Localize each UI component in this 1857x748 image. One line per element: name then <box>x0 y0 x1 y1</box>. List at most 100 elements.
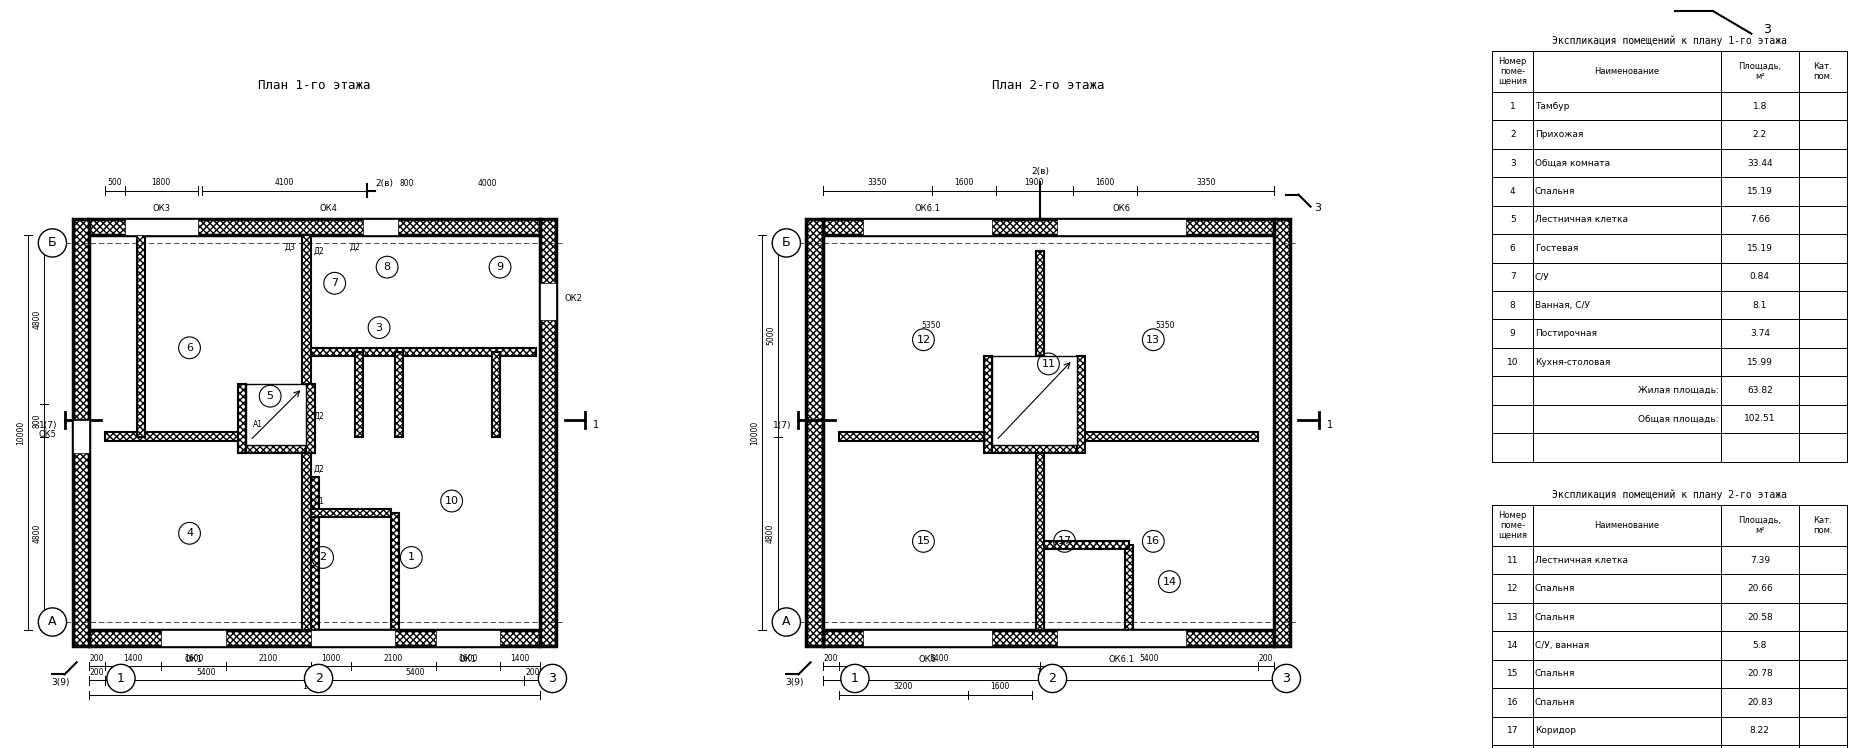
Text: 3: 3 <box>375 322 383 333</box>
Text: 1000: 1000 <box>321 654 340 663</box>
Text: 1.8: 1.8 <box>1751 102 1766 111</box>
Bar <box>1720 263 1798 291</box>
Bar <box>303 235 310 432</box>
Circle shape <box>305 664 332 693</box>
Bar <box>1720 603 1798 631</box>
Bar <box>1720 688 1798 717</box>
Text: 1: 1 <box>1326 420 1331 430</box>
Bar <box>310 348 537 356</box>
Text: Спальня: Спальня <box>1534 698 1575 707</box>
Text: 20.66: 20.66 <box>1746 584 1772 593</box>
Text: 1600: 1600 <box>953 178 973 187</box>
Bar <box>392 513 399 630</box>
Bar <box>1491 405 1532 433</box>
Text: 9: 9 <box>1510 329 1515 338</box>
Bar <box>1798 688 1846 717</box>
Bar <box>1491 717 1532 745</box>
Bar <box>1491 234 1532 263</box>
Bar <box>137 235 145 437</box>
Text: 5350: 5350 <box>1155 321 1174 330</box>
Text: ОК5: ОК5 <box>39 429 56 438</box>
Text: 3: 3 <box>1315 203 1320 212</box>
Text: 1400: 1400 <box>123 654 143 663</box>
Bar <box>1036 251 1044 356</box>
Text: 3200: 3200 <box>893 682 912 691</box>
Bar <box>1491 348 1532 376</box>
Bar <box>104 432 306 441</box>
Text: Общая комната: Общая комната <box>1534 159 1610 168</box>
Bar <box>1532 234 1720 263</box>
Text: Б: Б <box>782 236 791 249</box>
Text: 17: 17 <box>1057 536 1071 546</box>
Text: С/У: С/У <box>1534 272 1549 281</box>
Bar <box>1720 574 1798 603</box>
Text: 16: 16 <box>1146 536 1159 546</box>
Bar <box>862 630 992 646</box>
Text: 5400: 5400 <box>405 668 425 677</box>
Text: 5400: 5400 <box>928 654 949 663</box>
Bar <box>1532 631 1720 660</box>
Bar <box>540 218 557 646</box>
Bar <box>1720 405 1798 433</box>
Text: 800: 800 <box>32 413 41 428</box>
Text: 63.82: 63.82 <box>1746 386 1772 395</box>
Bar <box>1532 717 1720 745</box>
Bar <box>1798 319 1846 348</box>
Text: 3: 3 <box>1281 672 1289 685</box>
Text: 800: 800 <box>399 180 414 188</box>
Text: 7: 7 <box>331 278 338 288</box>
Circle shape <box>39 229 67 257</box>
Text: 200: 200 <box>823 654 838 663</box>
Text: 1600: 1600 <box>459 654 477 663</box>
Text: 4800: 4800 <box>32 524 41 543</box>
Bar <box>984 356 992 453</box>
Bar <box>1532 319 1720 348</box>
Bar <box>1798 376 1846 405</box>
Bar <box>1491 433 1532 462</box>
Text: 13: 13 <box>1506 613 1517 622</box>
Bar <box>1720 348 1798 376</box>
Text: 12: 12 <box>1506 584 1517 593</box>
Text: 14: 14 <box>1506 641 1517 650</box>
Text: 3(9): 3(9) <box>52 678 71 687</box>
Text: 33.44: 33.44 <box>1746 159 1772 168</box>
Text: 4: 4 <box>186 528 193 539</box>
Text: Площадь,
м²: Площадь, м² <box>1738 516 1781 535</box>
Bar <box>1798 660 1846 688</box>
Text: А1: А1 <box>253 420 264 429</box>
Text: Номер
поме-
щения: Номер поме- щения <box>1497 58 1526 85</box>
Text: 500: 500 <box>108 178 123 187</box>
Text: 2100: 2100 <box>258 654 279 663</box>
Bar <box>1491 376 1532 405</box>
Text: Б: Б <box>48 236 58 249</box>
Text: 2100: 2100 <box>383 654 403 663</box>
Bar <box>1720 660 1798 688</box>
Text: 4: 4 <box>1510 187 1515 196</box>
Text: 200: 200 <box>1259 654 1272 663</box>
Text: 2: 2 <box>1047 672 1057 685</box>
Text: 4800: 4800 <box>32 310 41 329</box>
Text: 3350: 3350 <box>1196 178 1214 187</box>
Text: 4000: 4000 <box>477 180 496 188</box>
Text: Площадь,
м²: Площадь, м² <box>1738 62 1781 81</box>
Bar <box>1720 717 1798 745</box>
Bar <box>1532 574 1720 603</box>
Bar <box>1798 291 1846 319</box>
Text: 102.51: 102.51 <box>1744 414 1775 423</box>
Text: 5000: 5000 <box>765 326 774 346</box>
Bar <box>1720 745 1798 748</box>
Text: А: А <box>48 616 58 628</box>
Bar <box>1798 120 1846 149</box>
Circle shape <box>773 608 800 636</box>
Text: 200: 200 <box>526 668 539 677</box>
Bar <box>806 218 823 646</box>
Bar <box>992 356 1075 444</box>
Text: 1600: 1600 <box>990 682 1008 691</box>
Text: 10000: 10000 <box>750 420 758 444</box>
Text: 2(в): 2(в) <box>1031 168 1049 177</box>
Bar <box>1491 263 1532 291</box>
Text: 12: 12 <box>916 334 930 345</box>
Bar <box>1798 92 1846 120</box>
Text: Наименование: Наименование <box>1593 521 1658 530</box>
Bar <box>1532 603 1720 631</box>
